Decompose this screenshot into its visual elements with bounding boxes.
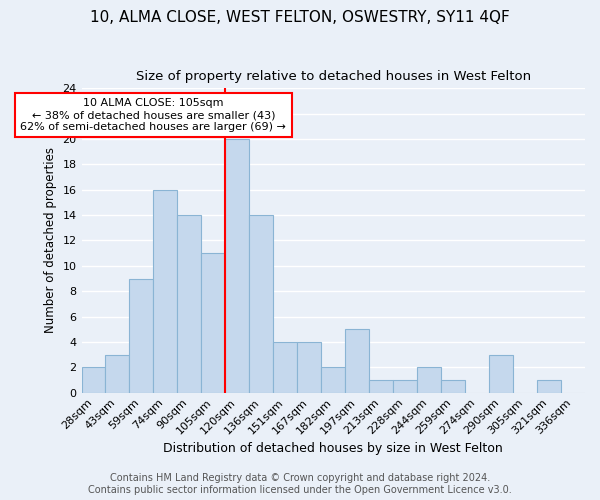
Bar xyxy=(250,215,274,392)
Bar xyxy=(417,367,441,392)
Text: Contains HM Land Registry data © Crown copyright and database right 2024.
Contai: Contains HM Land Registry data © Crown c… xyxy=(88,474,512,495)
Bar xyxy=(226,139,250,392)
X-axis label: Distribution of detached houses by size in West Felton: Distribution of detached houses by size … xyxy=(163,442,503,455)
Bar xyxy=(489,354,513,393)
Bar xyxy=(154,190,178,392)
Bar xyxy=(178,215,202,392)
Bar xyxy=(441,380,465,392)
Bar xyxy=(321,367,345,392)
Bar xyxy=(202,253,226,392)
Bar xyxy=(369,380,393,392)
Bar xyxy=(82,367,106,392)
Bar xyxy=(297,342,321,392)
Bar xyxy=(274,342,297,392)
Title: Size of property relative to detached houses in West Felton: Size of property relative to detached ho… xyxy=(136,70,531,83)
Text: 10, ALMA CLOSE, WEST FELTON, OSWESTRY, SY11 4QF: 10, ALMA CLOSE, WEST FELTON, OSWESTRY, S… xyxy=(90,10,510,25)
Bar xyxy=(537,380,561,392)
Y-axis label: Number of detached properties: Number of detached properties xyxy=(44,148,57,334)
Bar xyxy=(130,278,154,392)
Bar xyxy=(106,354,130,393)
Bar xyxy=(345,329,369,392)
Bar xyxy=(393,380,417,392)
Text: 10 ALMA CLOSE: 105sqm
← 38% of detached houses are smaller (43)
62% of semi-deta: 10 ALMA CLOSE: 105sqm ← 38% of detached … xyxy=(20,98,286,132)
